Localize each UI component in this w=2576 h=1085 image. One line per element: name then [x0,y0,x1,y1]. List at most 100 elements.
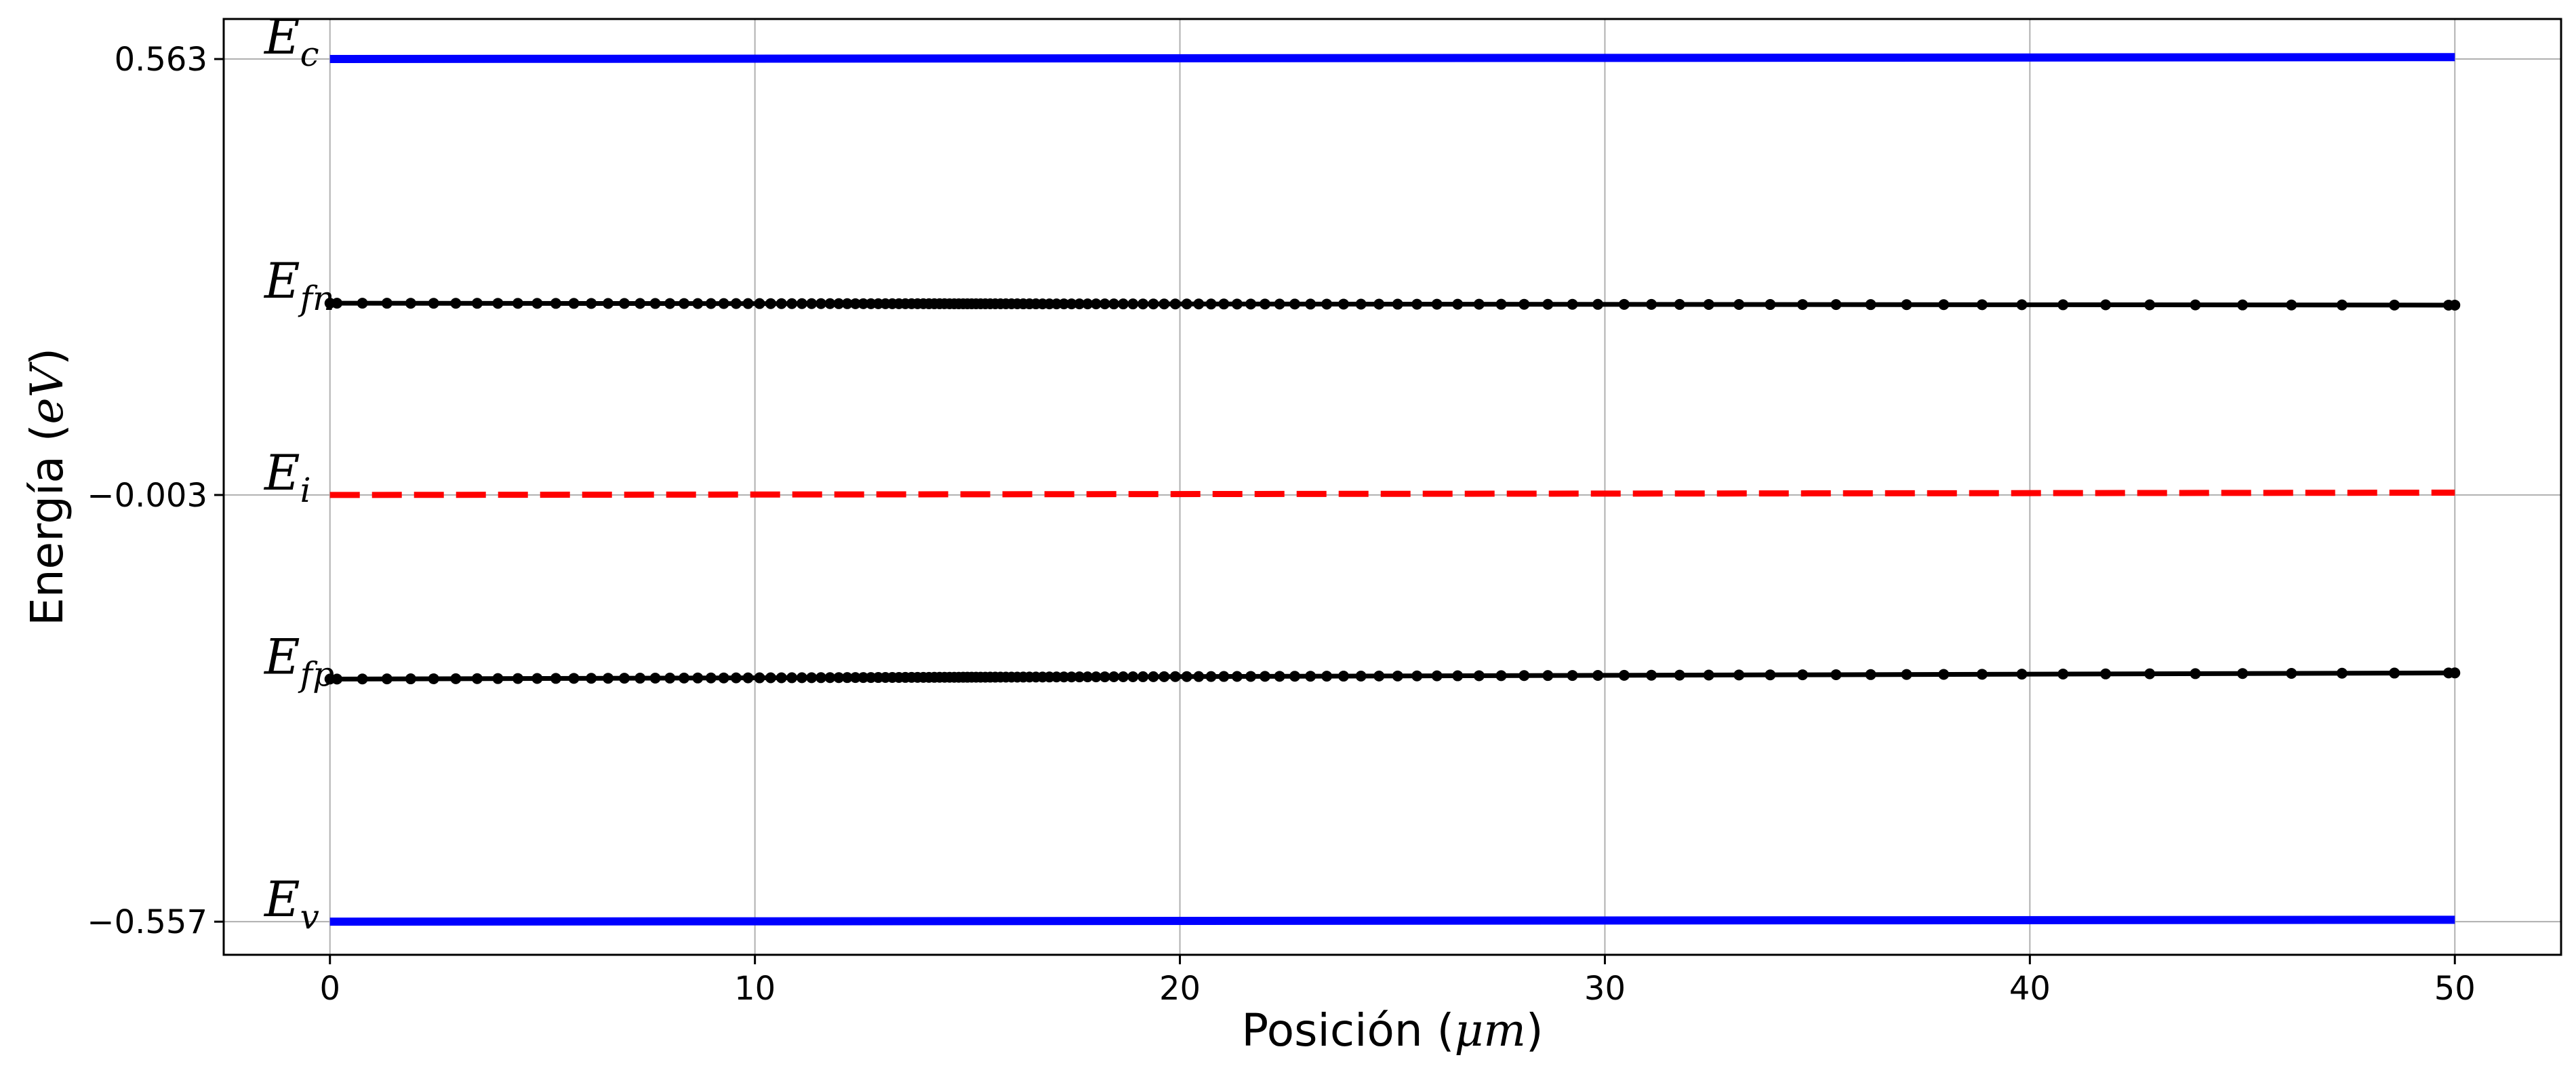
grid-layer [224,19,2561,955]
data-point [1830,669,1842,680]
data-point [1431,670,1443,682]
data-point [2286,667,2297,679]
series-labels-layer: Ec Efn Ei Efp Ev [263,8,334,936]
series-e-fp [324,667,2461,685]
data-point [2286,299,2297,311]
data-point [754,672,765,684]
data-point [2100,299,2112,311]
data-point [718,298,729,309]
data-point [1901,299,1912,311]
data-point [1865,299,1876,311]
data-point [428,673,439,684]
data-point [1289,671,1300,682]
data-point [2016,669,2028,680]
data-point [833,298,845,309]
data-point [1703,298,1714,310]
data-point [381,298,393,309]
data-point [1074,671,1085,683]
data-point [806,298,818,309]
data-point [1231,671,1243,682]
data-point [776,672,787,684]
data-point [765,672,776,684]
data-point [1058,671,1070,683]
data-point [1674,298,1685,310]
data-point [1305,298,1316,310]
data-point [1337,671,1349,682]
data-point [1518,670,1530,682]
data-point [1138,671,1149,682]
data-point [2144,668,2156,679]
data-point [730,298,742,309]
data-point [1674,669,1685,681]
data-point [1289,298,1300,310]
data-point [705,298,717,309]
data-point [1938,669,1950,680]
data-point [1411,298,1423,310]
series-line [329,53,2455,64]
data-point [1495,298,1507,310]
data-point [816,672,827,684]
data-point [1245,298,1257,310]
data-point [692,298,704,309]
data-point [512,673,523,684]
data-point [1108,671,1120,683]
data-point [1592,669,1604,681]
data-point [381,673,393,685]
x-tick-label: 30 [1584,970,1626,1008]
series-e-i [329,490,2455,498]
data-point [2100,668,2112,679]
data-point [1148,298,1159,310]
data-point [1865,669,1876,680]
data-point [1058,298,1070,310]
data-point [1373,670,1385,682]
data-point [2190,668,2201,679]
data-point [619,673,630,684]
data-point [1181,671,1192,682]
data-point [1355,298,1367,310]
data-point [2449,299,2461,311]
data-point [849,298,861,309]
data-point [1765,299,1776,311]
data-point [1205,298,1217,310]
data-point [1218,298,1230,310]
data-point [405,673,416,685]
series-layer [324,53,2461,926]
data-point [2144,299,2156,311]
data-point [1108,298,1120,310]
data-point [1567,298,1578,310]
data-point [331,673,343,685]
data-point [1117,298,1129,310]
data-point [1797,669,1809,681]
data-point [1646,298,1657,310]
data-point [833,672,845,684]
x-tick-label: 10 [734,970,776,1008]
data-point [765,298,776,309]
data-point [649,298,661,309]
data-point [1392,670,1403,682]
data-point [2237,299,2249,311]
ticks-layer: 0 10 20 30 40 50 0.563 −0.003 −0.557 [87,41,2475,1008]
data-point [849,672,861,684]
data-point [1159,671,1170,682]
data-point [1592,298,1604,310]
data-point [664,672,676,684]
data-point [786,298,798,309]
data-point [1245,671,1257,682]
data-point [1274,298,1285,310]
data-point [858,298,869,309]
data-point [1148,671,1159,682]
data-point [550,298,561,309]
series-label: Ei [263,444,311,510]
data-point [1618,298,1630,310]
series-e-fn [324,298,2461,311]
data-point [1797,299,1809,311]
data-point [742,672,754,684]
data-point [1392,298,1403,310]
x-tick-label: 20 [1159,970,1201,1008]
data-point [754,298,765,309]
data-point [603,298,614,309]
data-point [1117,671,1129,682]
data-point [1305,671,1316,682]
data-point [1169,298,1181,310]
